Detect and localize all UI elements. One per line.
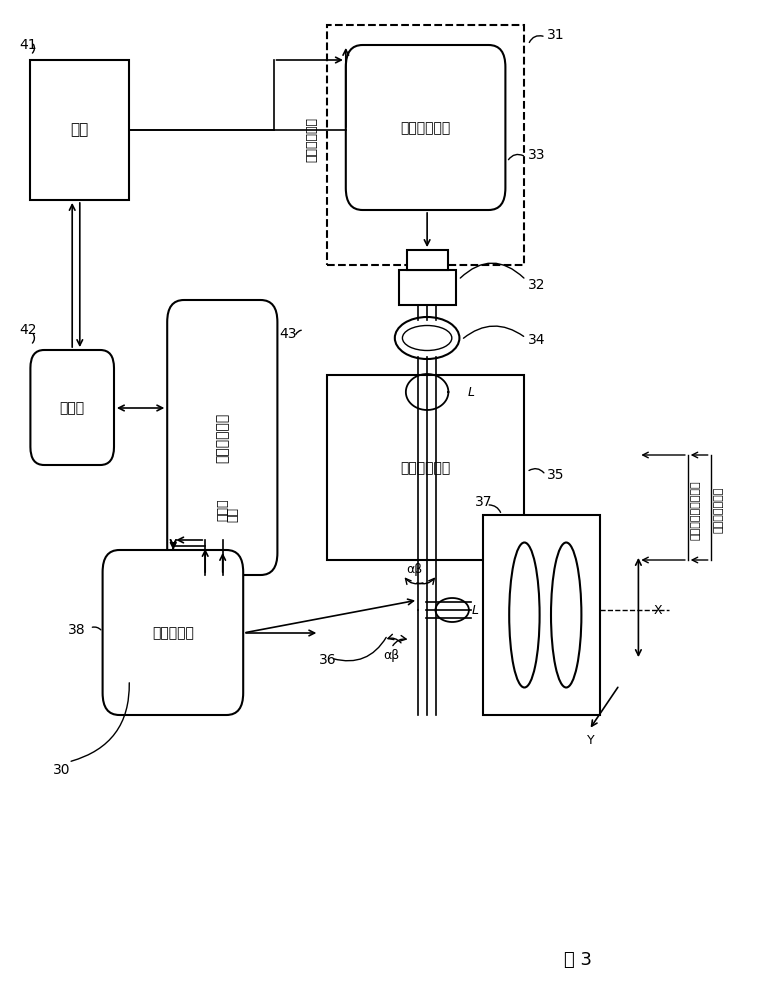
Text: 曝光控制单元: 曝光控制单元 <box>216 413 230 463</box>
Text: 34: 34 <box>528 333 546 347</box>
Text: 41: 41 <box>19 38 36 52</box>
Bar <box>327 375 524 560</box>
Text: 32: 32 <box>528 278 546 292</box>
Text: 37: 37 <box>475 495 492 509</box>
Ellipse shape <box>551 542 581 688</box>
Text: 能量控制信号: 能量控制信号 <box>305 117 318 162</box>
Text: 图 3: 图 3 <box>564 951 591 969</box>
Bar <box>407 250 448 270</box>
Bar <box>483 515 600 715</box>
FancyBboxPatch shape <box>103 550 243 715</box>
Text: 光源驱动单元: 光源驱动单元 <box>401 121 451 135</box>
FancyBboxPatch shape <box>30 350 114 465</box>
Text: 电驱动单元: 电驱动单元 <box>152 626 195 640</box>
Text: L: L <box>467 385 474 398</box>
Text: X: X <box>654 603 662 616</box>
Bar <box>327 25 524 265</box>
Text: 35: 35 <box>547 468 565 482</box>
Text: 33: 33 <box>528 148 546 162</box>
FancyBboxPatch shape <box>167 300 277 575</box>
Bar <box>399 270 456 305</box>
Text: 光束成形单元: 光束成形单元 <box>401 461 451 475</box>
Ellipse shape <box>509 542 540 688</box>
Text: αβ: αβ <box>406 564 423 576</box>
Text: 43: 43 <box>279 327 296 341</box>
Text: αβ: αβ <box>383 648 400 662</box>
Text: 38: 38 <box>68 623 86 637</box>
Text: 36: 36 <box>319 653 337 667</box>
Text: 存储器: 存储器 <box>59 401 85 415</box>
Text: 30: 30 <box>53 763 71 777</box>
Text: 42: 42 <box>19 323 36 337</box>
Text: 主机: 主机 <box>71 122 89 137</box>
Text: L: L <box>471 603 478 616</box>
Text: 电驱动: 电驱动 <box>216 499 230 521</box>
Bar <box>30 60 129 200</box>
Text: 31: 31 <box>547 28 565 42</box>
Text: 信号: 信号 <box>226 508 240 522</box>
FancyBboxPatch shape <box>346 45 505 210</box>
Text: Y: Y <box>587 734 595 746</box>
Text: 用平板进行粗调: 用平板进行粗调 <box>713 487 724 533</box>
Text: 用电反射镜进行微调: 用电反射镜进行微调 <box>690 480 701 540</box>
Ellipse shape <box>395 317 459 359</box>
